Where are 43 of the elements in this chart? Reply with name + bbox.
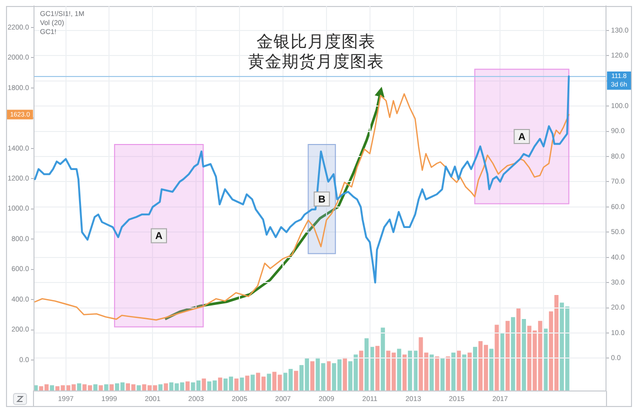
bar [435, 356, 440, 391]
bar [510, 317, 516, 391]
bar [522, 319, 526, 391]
bar [202, 378, 206, 391]
bar [359, 350, 364, 391]
bar [218, 378, 222, 391]
text: 黄金期货月度图表 [247, 52, 385, 72]
bar [245, 376, 250, 391]
bar [186, 381, 190, 391]
bar [364, 338, 369, 391]
bar [516, 308, 521, 391]
bar [462, 354, 466, 391]
bar [104, 384, 108, 391]
band-label: A [518, 132, 526, 143]
bar [375, 346, 380, 391]
bar [430, 354, 434, 391]
bar [294, 370, 298, 391]
band-label: B [318, 194, 326, 206]
bar [456, 350, 461, 391]
bar [494, 324, 499, 391]
bar [446, 356, 450, 391]
bar [451, 352, 456, 391]
bar [489, 348, 494, 391]
bar [473, 346, 478, 391]
bar [250, 374, 255, 391]
bar [98, 385, 103, 391]
bar [136, 385, 141, 391]
bar [380, 328, 385, 391]
bar [500, 333, 504, 391]
bar [468, 352, 472, 391]
bar [397, 348, 402, 391]
bar [342, 357, 347, 391]
bar [240, 378, 244, 391]
bar [234, 378, 238, 391]
bar [408, 350, 412, 391]
band-label: A [155, 230, 163, 242]
bar [266, 374, 272, 391]
bar [402, 354, 407, 391]
text: 金银比月度图表 [256, 32, 376, 52]
bar [506, 320, 510, 391]
bar [50, 385, 54, 391]
bar [310, 361, 314, 391]
bar [440, 358, 445, 391]
